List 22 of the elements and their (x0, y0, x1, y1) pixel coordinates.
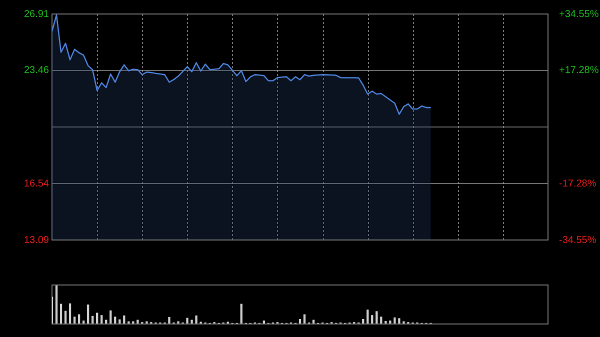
y-tick-label: 13.09 (24, 234, 50, 246)
bar (168, 317, 170, 324)
bar (186, 318, 188, 324)
bar (398, 318, 400, 324)
bar (136, 320, 139, 324)
y-tick-label: 23.46 (24, 65, 50, 76)
bar (389, 320, 392, 324)
bar (394, 317, 396, 324)
y2-tick-label: -34.55% (559, 234, 596, 246)
y2-tick-label: +34.55% (559, 8, 599, 20)
bar (366, 310, 369, 324)
bar (86, 304, 90, 324)
bar (376, 311, 378, 324)
y-tick-label: 26.91 (24, 8, 50, 20)
y-tick-label: 16.54 (24, 178, 50, 190)
bar (190, 320, 193, 324)
bar (195, 315, 198, 324)
y2-tick-label: +17.28% (559, 65, 599, 76)
bar (55, 285, 58, 324)
bar (68, 303, 72, 324)
y2-tick-label: -17.28% (559, 178, 596, 190)
bar (384, 320, 387, 324)
